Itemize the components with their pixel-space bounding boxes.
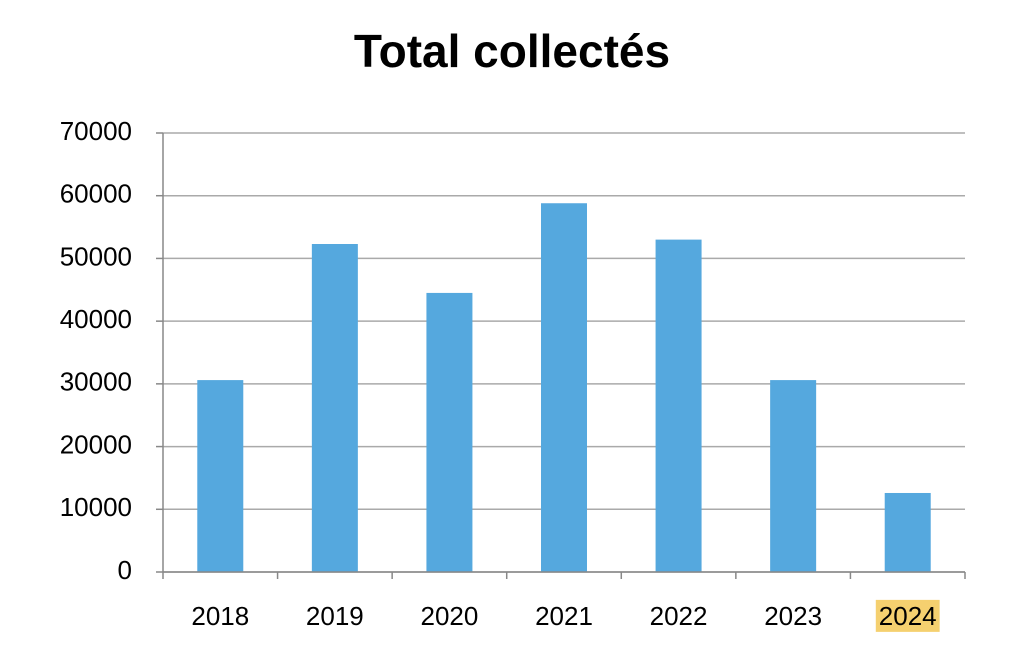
x-tick-label: 2024 — [879, 601, 937, 631]
bar — [655, 239, 702, 572]
y-tick-label: 20000 — [60, 429, 132, 459]
y-tick-label: 60000 — [60, 179, 132, 209]
x-tick-label: 2020 — [421, 601, 479, 631]
y-tick-label: 50000 — [60, 241, 132, 271]
y-tick-label: 30000 — [60, 367, 132, 397]
bar — [541, 203, 587, 573]
x-tick-label: 2018 — [191, 601, 249, 631]
bar — [426, 292, 473, 572]
x-tick-label: 2023 — [764, 601, 822, 631]
x-tick-label: 2021 — [535, 601, 593, 631]
y-tick-label: 0 — [118, 555, 132, 585]
bar — [884, 492, 931, 572]
bar — [770, 380, 817, 572]
chart-title: Total collectés — [354, 25, 670, 77]
y-tick-label: 70000 — [60, 116, 132, 146]
bar — [197, 380, 244, 572]
y-tick-label: 10000 — [60, 492, 132, 522]
x-tick-label: 2019 — [306, 601, 364, 631]
y-tick-label: 40000 — [60, 304, 132, 334]
x-tick-label: 2022 — [650, 601, 708, 631]
bar — [311, 244, 358, 573]
x-tick-label-highlight — [875, 599, 940, 632]
